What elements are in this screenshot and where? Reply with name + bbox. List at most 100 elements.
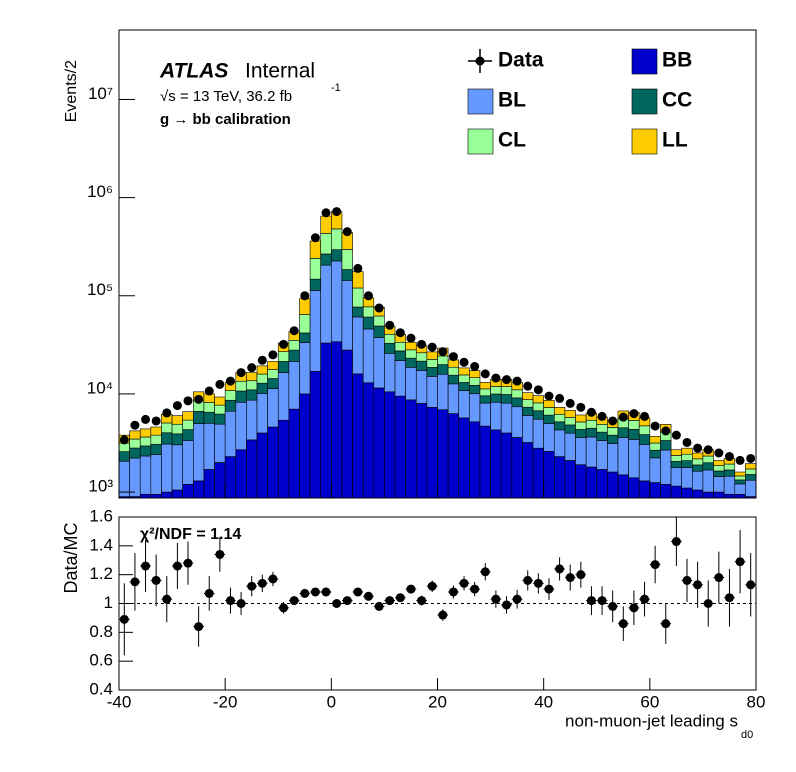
stack-bar bbox=[713, 470, 725, 477]
y-tick-label: 1 bbox=[104, 593, 113, 612]
stack-bar bbox=[607, 427, 619, 436]
data-point bbox=[608, 416, 618, 426]
y-tick-label: 1.2 bbox=[89, 564, 113, 583]
stack-bar bbox=[405, 341, 417, 351]
ratio-point bbox=[279, 603, 289, 613]
atlas-label: ATLAS bbox=[159, 60, 228, 83]
stack-bar bbox=[320, 233, 332, 255]
stack-bar bbox=[691, 464, 704, 472]
stack-bar bbox=[437, 373, 449, 411]
stack-bar bbox=[224, 456, 237, 498]
y-tick-label: 1.4 bbox=[89, 535, 113, 554]
legend-label: LL bbox=[662, 129, 688, 152]
data-point bbox=[650, 421, 660, 431]
ratio-point bbox=[576, 570, 586, 580]
stack-bar bbox=[638, 425, 651, 435]
stack-bar bbox=[299, 298, 311, 315]
stack-bar bbox=[299, 342, 311, 395]
stack-bar bbox=[299, 332, 311, 343]
stack-bar bbox=[681, 460, 693, 468]
stack-bar bbox=[277, 351, 290, 362]
stack-bar bbox=[256, 365, 268, 375]
data-point bbox=[629, 409, 639, 419]
stack-bar bbox=[469, 385, 481, 395]
stack-bar bbox=[553, 429, 566, 457]
ratio-point bbox=[533, 578, 543, 588]
stack-bar bbox=[660, 440, 672, 451]
legend-swatch bbox=[631, 128, 658, 155]
stack-bar bbox=[405, 357, 417, 368]
stack-bar bbox=[607, 434, 619, 444]
stack-bar bbox=[150, 434, 162, 445]
legend-label: BL bbox=[498, 89, 526, 112]
data-point bbox=[268, 350, 278, 360]
stack-bar bbox=[458, 417, 470, 498]
stack-bar bbox=[309, 290, 322, 372]
ratio-point bbox=[491, 594, 501, 604]
stack-area bbox=[119, 211, 756, 498]
stack-bar bbox=[193, 423, 205, 482]
stack-bar bbox=[660, 449, 672, 485]
stack-bar bbox=[277, 419, 290, 498]
stack-bar bbox=[246, 372, 258, 382]
stack-bar bbox=[564, 424, 576, 434]
ratio-point bbox=[565, 573, 575, 583]
stack-bar bbox=[288, 340, 300, 351]
stack-bar bbox=[564, 432, 576, 461]
stack-bar bbox=[203, 422, 215, 470]
stack-bar bbox=[426, 367, 438, 377]
stack-bar bbox=[394, 350, 406, 361]
x-tick-label: 60 bbox=[640, 692, 659, 711]
ratio-point bbox=[586, 596, 596, 606]
stack-bar bbox=[447, 383, 460, 414]
stack-bar bbox=[256, 373, 268, 384]
stack-bar bbox=[415, 352, 428, 362]
ratio-point bbox=[183, 558, 193, 568]
data-point bbox=[671, 430, 681, 440]
ratio-point bbox=[172, 561, 182, 571]
stack-bar bbox=[437, 364, 449, 375]
stack-bar bbox=[224, 399, 237, 412]
stack-bar bbox=[575, 421, 587, 430]
legend-label: CL bbox=[498, 129, 526, 152]
data-point bbox=[130, 420, 140, 430]
data-point bbox=[682, 437, 692, 447]
stack-bar bbox=[362, 306, 375, 318]
stack-bar bbox=[129, 438, 141, 449]
data-point bbox=[586, 407, 596, 417]
stack-bar bbox=[585, 427, 598, 438]
stack-bar bbox=[341, 249, 353, 270]
stack-bar bbox=[670, 449, 682, 456]
stack-bar bbox=[299, 314, 311, 334]
ratio-point bbox=[724, 593, 734, 603]
stack-bar bbox=[447, 374, 460, 385]
stack-bar bbox=[182, 429, 194, 441]
stack-bar bbox=[585, 466, 598, 498]
ratio-point bbox=[268, 574, 278, 584]
stack-bar bbox=[352, 287, 364, 308]
stack-bar bbox=[362, 328, 375, 384]
stack-bar bbox=[214, 423, 226, 463]
x-tick-label: 40 bbox=[534, 692, 553, 711]
data-point bbox=[353, 263, 363, 273]
stack-bar bbox=[405, 367, 417, 401]
stack-bar bbox=[511, 397, 523, 408]
stack-bar bbox=[745, 468, 756, 475]
stack-bar bbox=[119, 460, 130, 497]
stack-bar bbox=[479, 388, 491, 397]
ratio-point bbox=[215, 549, 225, 559]
stack-bar bbox=[447, 366, 460, 376]
stack-bar bbox=[267, 426, 279, 498]
stack-bar bbox=[320, 342, 332, 498]
stack-bar bbox=[150, 454, 162, 495]
stack-bar bbox=[384, 391, 396, 498]
data-point bbox=[576, 402, 586, 412]
stack-bar bbox=[745, 474, 756, 481]
stack-bar bbox=[670, 467, 682, 487]
stack-bar bbox=[331, 260, 343, 343]
data-point bbox=[374, 303, 384, 313]
stack-bar bbox=[139, 436, 152, 447]
stack-bar bbox=[277, 361, 290, 374]
stack-bar bbox=[235, 401, 247, 451]
stack-bar bbox=[543, 451, 555, 498]
